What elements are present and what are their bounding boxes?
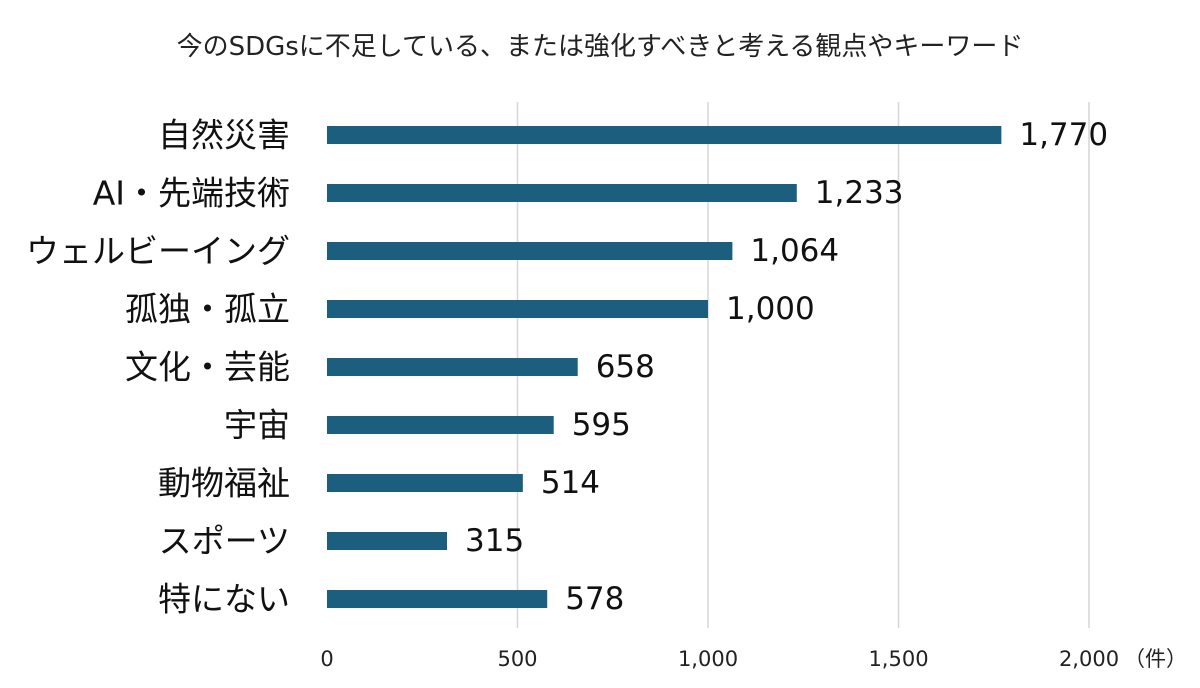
value-label-4: 658 xyxy=(596,349,655,385)
category-label-7: スポーツ xyxy=(159,522,290,561)
value-label-1: 1,233 xyxy=(815,175,904,211)
value-label-6: 514 xyxy=(541,465,600,501)
x-tick-label-2: 1,000 xyxy=(678,647,738,671)
value-label-2: 1,064 xyxy=(750,233,839,269)
bars xyxy=(327,126,1002,608)
bar-6 xyxy=(327,474,523,492)
category-label-1: AI・先端技術 xyxy=(93,174,290,213)
value-labels: 1,770 1,233 1,064 1,000 658 595 514 315 578 xyxy=(465,117,1108,617)
value-label-7: 315 xyxy=(465,523,524,559)
category-label-8: 特にない xyxy=(158,580,290,619)
category-label-6: 動物福祉 xyxy=(158,464,290,503)
x-axis-unit-label: （件） xyxy=(1124,647,1187,671)
chart-title: 今のSDGsに不足している、または強化すべきと考える観点やキーワード xyxy=(177,32,1024,62)
bar-4 xyxy=(327,358,578,376)
bar-8 xyxy=(327,590,548,608)
x-tick-label-3: 1,500 xyxy=(868,647,928,671)
category-label-3: 孤独・孤立 xyxy=(125,290,290,329)
bar-0 xyxy=(327,126,1002,144)
category-label-4: 文化・芸能 xyxy=(125,348,290,387)
category-label-0: 自然災害 xyxy=(158,116,290,155)
bar-1 xyxy=(327,184,797,202)
value-label-0: 1,770 xyxy=(1019,117,1108,153)
x-tick-label-0: 0 xyxy=(320,647,333,671)
bar-5 xyxy=(327,416,554,434)
category-label-5: 宇宙 xyxy=(224,406,290,445)
category-labels: 自然災害 AI・先端技術ウェルビーイング孤独・孤立文化・芸能宇宙動物福祉スポーツ特… xyxy=(26,116,290,619)
x-tick-label-1: 500 xyxy=(497,647,537,671)
value-label-3: 1,000 xyxy=(726,291,815,327)
category-label-2: ウェルビーイング xyxy=(26,232,290,271)
x-tick-label-4: 2,000 xyxy=(1059,647,1119,671)
value-label-8: 578 xyxy=(565,581,624,617)
bar-7 xyxy=(327,532,448,550)
bar-2 xyxy=(327,242,733,260)
value-label-5: 595 xyxy=(572,407,631,443)
x-axis-ticks: 0 500 1,000 1,500 2,000 xyxy=(320,647,1119,671)
bar-3 xyxy=(327,300,708,318)
